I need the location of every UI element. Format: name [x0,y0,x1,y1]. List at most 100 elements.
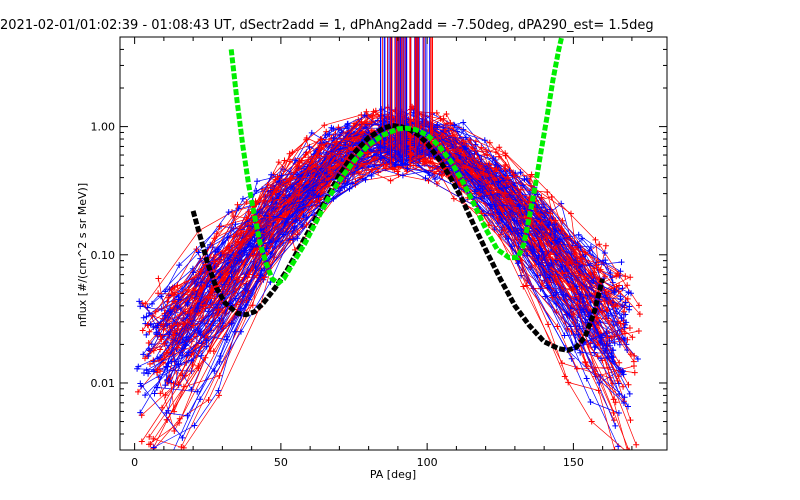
data-point-marker [205,308,212,315]
data-point-marker [616,359,623,366]
data-point-marker [611,289,618,296]
data-point-marker [608,350,615,357]
data-point-marker [624,282,631,289]
data-point-marker [232,251,239,258]
data-point-marker [228,273,235,280]
data-point-marker [224,270,231,277]
data-point-marker [337,187,343,194]
axes: 0 50 100 150 0.01 0.10 1.00 [91,36,667,469]
data-point-marker [602,242,609,249]
data-point-marker [176,262,183,269]
data-point-marker [303,221,310,228]
data-point-marker [139,327,146,334]
data-point-marker [612,422,619,429]
data-point-marker [631,369,638,376]
data-point-marker [146,441,152,448]
data-point-marker [494,187,501,194]
data-point-marker [577,244,584,251]
data-point-marker [216,223,223,230]
data-point-marker [344,180,351,187]
data-point-marker [232,221,239,228]
data-point-marker [157,368,164,375]
data-point-marker [613,273,620,280]
data-point-marker [217,353,224,359]
data-point-marker [191,422,198,429]
data-point-marker [528,171,535,178]
data-point-marker [602,257,609,264]
data-point-marker [162,382,169,389]
data-point-marker [134,365,141,372]
data-point-marker [316,145,323,151]
data-point-marker [135,388,141,395]
data-point-marker [559,217,566,224]
data-point-marker [218,267,225,274]
data-point-marker [602,273,609,280]
data-point-marker [451,122,458,129]
data-point-marker [361,112,368,119]
data-point-marker [523,175,530,182]
data-point-marker [561,332,568,339]
data-point-marker [575,331,582,338]
black-fit-curve [190,122,606,353]
blue-sector-trace [149,121,608,351]
data-point-marker [211,258,218,265]
data-point-marker [161,341,168,347]
data-point-marker [501,165,508,172]
data-point-marker [473,138,479,145]
data-point-marker [237,225,244,232]
data-point-marker [234,276,241,283]
data-point-marker [230,233,237,240]
data-point-marker [611,340,618,347]
data-point-marker [460,164,467,171]
data-point-marker [185,299,191,306]
data-point-marker [308,129,315,136]
data-point-marker [626,306,633,313]
data-point-marker [264,181,271,188]
data-point-marker [268,171,275,178]
data-point-marker [188,357,195,364]
plot-frame [119,36,668,451]
data-point-marker [601,250,608,256]
y-axis-label: nflux [#/(cm^2 s sr MeV)] [76,183,89,327]
data-point-marker [434,122,441,129]
data-point-marker [601,298,608,305]
data-point-marker [511,217,518,224]
data-point-marker [163,409,170,416]
data-point-marker [614,377,621,384]
data-point-marker [190,322,197,329]
data-point-marker [594,353,601,360]
data-point-marker [636,302,642,309]
data-point-marker [487,201,494,208]
data-point-marker [555,238,562,245]
data-point-marker [561,373,568,380]
data-point-marker [216,392,222,399]
data-point-marker [275,159,282,166]
data-point-marker [461,152,468,159]
data-point-marker [613,283,620,290]
data-point-marker [498,231,505,238]
data-point-marker [539,280,546,287]
data-point-marker [142,300,149,307]
data-point-marker [554,323,561,330]
data-point-marker [232,295,239,302]
data-point-marker [451,147,458,154]
data-point-marker [598,355,604,362]
data-point-marker [152,308,159,315]
data-point-marker [596,275,603,282]
data-point-marker [203,337,210,344]
data-point-marker [605,313,612,319]
data-point-marker [616,391,623,397]
data-point-marker [503,184,510,191]
data-point-marker [625,289,632,296]
data-point-marker [481,137,488,144]
data-point-marker [162,392,169,399]
data-point-marker [153,369,160,376]
data-point-marker [185,349,192,356]
data-point-marker [195,249,202,256]
data-point-marker [546,227,553,233]
data-point-marker [328,124,335,131]
data-point-marker [319,142,325,149]
data-point-marker [493,166,500,173]
data-point-marker [294,171,301,178]
